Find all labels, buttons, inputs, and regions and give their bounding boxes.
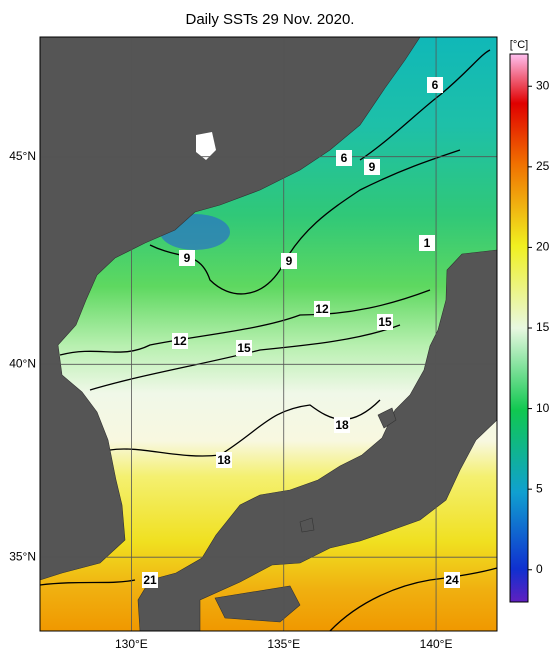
land [39, 36, 498, 632]
contour-label: 6 [432, 78, 439, 92]
contour-label: 18 [335, 418, 349, 432]
isotherm [89, 324, 401, 391]
isotherm [39, 579, 136, 586]
contour-label-box [172, 333, 188, 349]
oki-island [299, 517, 315, 533]
contour-label-box [142, 572, 158, 588]
isotherms [39, 49, 498, 632]
contour-label: 9 [286, 254, 293, 268]
contour-label-box [419, 235, 435, 251]
contour-label: 15 [378, 315, 392, 329]
contour-label: 21 [143, 573, 157, 587]
isotherm [59, 289, 431, 356]
japan [137, 249, 498, 632]
longitude-label: 135°E [267, 637, 300, 651]
contour-label-box [314, 301, 330, 317]
contour-label: 12 [173, 334, 187, 348]
map-panel: 6 6 9 9 9 1 12 12 15 15 18 18 21 24 [39, 36, 498, 632]
contour-label: 9 [184, 251, 191, 265]
isotherm [329, 567, 498, 632]
latitude-label: 40°N [9, 356, 36, 370]
map-frame [39, 36, 498, 632]
colorbar-tick-label: 20 [536, 240, 550, 254]
contour-label-box [336, 150, 352, 166]
colorbar-unit: [°C] [510, 39, 528, 51]
contour-label: 6 [341, 151, 348, 165]
contour-label-box [281, 253, 297, 269]
contour-label: 1 [424, 236, 431, 250]
contour-label: 15 [237, 341, 251, 355]
sado-island [377, 407, 397, 429]
colorbar-tick-label: 30 [536, 78, 550, 92]
continent [39, 36, 421, 581]
longitude-label: 140°E [420, 637, 453, 651]
colorbar-tick-label: 15 [536, 320, 550, 334]
latitude-label: 45°N [9, 149, 36, 163]
colorbar: [°C] 30 25 20 15 10 5 0 [509, 39, 550, 603]
contour-label: 9 [369, 160, 376, 174]
contour-label-box [179, 250, 195, 266]
contour-label-box [364, 159, 380, 175]
isotherm [149, 149, 461, 295]
lake [196, 132, 216, 160]
colorbar-tick-label: 5 [536, 481, 543, 495]
contour-labels: 6 6 9 9 9 1 12 12 15 15 18 18 21 24 [142, 77, 460, 588]
shikoku [214, 585, 301, 623]
latitude-label: 35°N [9, 549, 36, 563]
contour-label-box [216, 452, 232, 468]
colorbar-tick-label: 25 [536, 159, 550, 173]
contour-label: 24 [445, 573, 459, 587]
contour-label-box [444, 572, 460, 588]
isotherm [359, 49, 491, 161]
contour-label-box [427, 77, 443, 93]
longitude-label: 130°E [115, 637, 148, 651]
map-title: Daily SSTs 29 Nov. 2020. [186, 11, 355, 28]
contour-label: 18 [217, 453, 231, 467]
contour-label-box [377, 314, 393, 330]
contour-label-box [334, 417, 350, 433]
graticule [40, 37, 497, 631]
colorbar-tick-label: 10 [536, 401, 550, 415]
contour-label-box [236, 340, 252, 356]
colorbar-scale [509, 53, 529, 603]
colorbar-tick-label: 0 [536, 562, 543, 576]
contour-label: 12 [315, 302, 329, 316]
